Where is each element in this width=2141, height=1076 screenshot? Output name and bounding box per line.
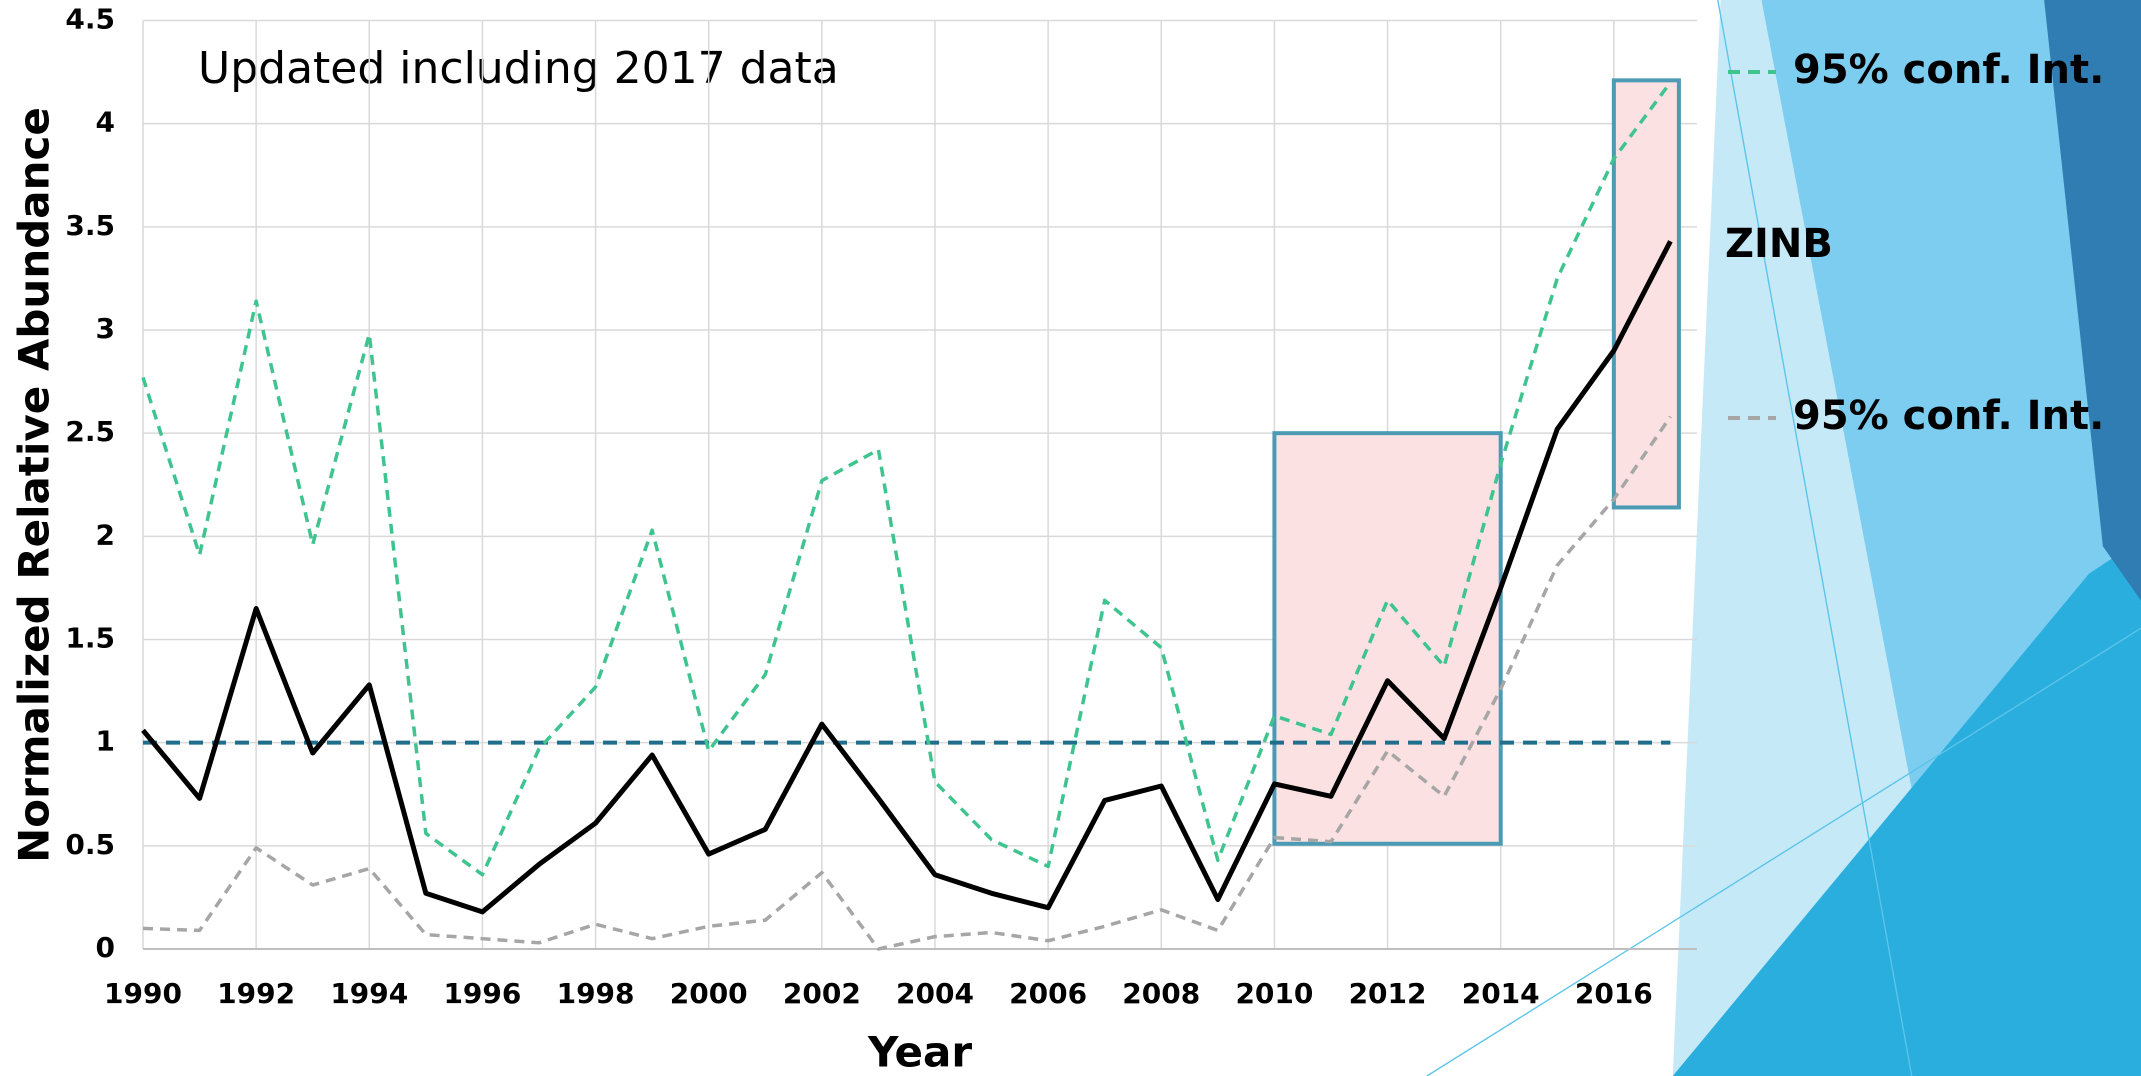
x-tick-label: 2010: [1235, 977, 1313, 1010]
x-tick-label: 1998: [557, 977, 635, 1010]
x-tick-label: 2016: [1575, 977, 1653, 1010]
legend-label: 95% conf. Int.: [1793, 47, 2104, 93]
y-tick-label: 3.5: [65, 209, 115, 242]
x-axis-title: Year: [867, 1028, 972, 1076]
y-tick-label: 0.5: [65, 828, 115, 861]
y-tick-label: 1.5: [65, 622, 115, 655]
x-tick-label: 1990: [104, 977, 182, 1010]
y-tick-label: 0: [96, 931, 115, 964]
legend-label: ZINB: [1725, 221, 1833, 267]
y-axis-title: Normalized Relative Abundance: [10, 107, 59, 863]
x-tick-label: 2000: [670, 977, 748, 1010]
chart: Year Normalized Relative Abundance Updat…: [0, 0, 2141, 1076]
annotation: Updated including 2017 data: [198, 43, 839, 94]
x-tick-label: 2004: [896, 977, 974, 1010]
x-tick-label: 1992: [217, 977, 295, 1010]
x-tick-label: 2008: [1122, 977, 1200, 1010]
x-tick-label: 2006: [1009, 977, 1087, 1010]
x-tick-label: 2014: [1462, 977, 1540, 1010]
x-tick-label: 1996: [443, 977, 521, 1010]
decoration: [1427, 0, 2141, 1076]
x-tick-label: 1994: [330, 977, 408, 1010]
y-tick-label: 4: [96, 106, 115, 139]
y-tick-label: 2.5: [65, 415, 115, 448]
highlight-box: [1274, 433, 1500, 844]
legend-label: 95% conf. Int.: [1793, 393, 2104, 439]
y-tick-label: 1: [96, 725, 115, 758]
y-tick-label: 4.5: [65, 3, 115, 36]
x-tick-label: 2002: [783, 977, 861, 1010]
y-tick-label: 2: [96, 518, 115, 551]
x-tick-label: 2012: [1349, 977, 1427, 1010]
y-tick-label: 3: [96, 312, 115, 345]
